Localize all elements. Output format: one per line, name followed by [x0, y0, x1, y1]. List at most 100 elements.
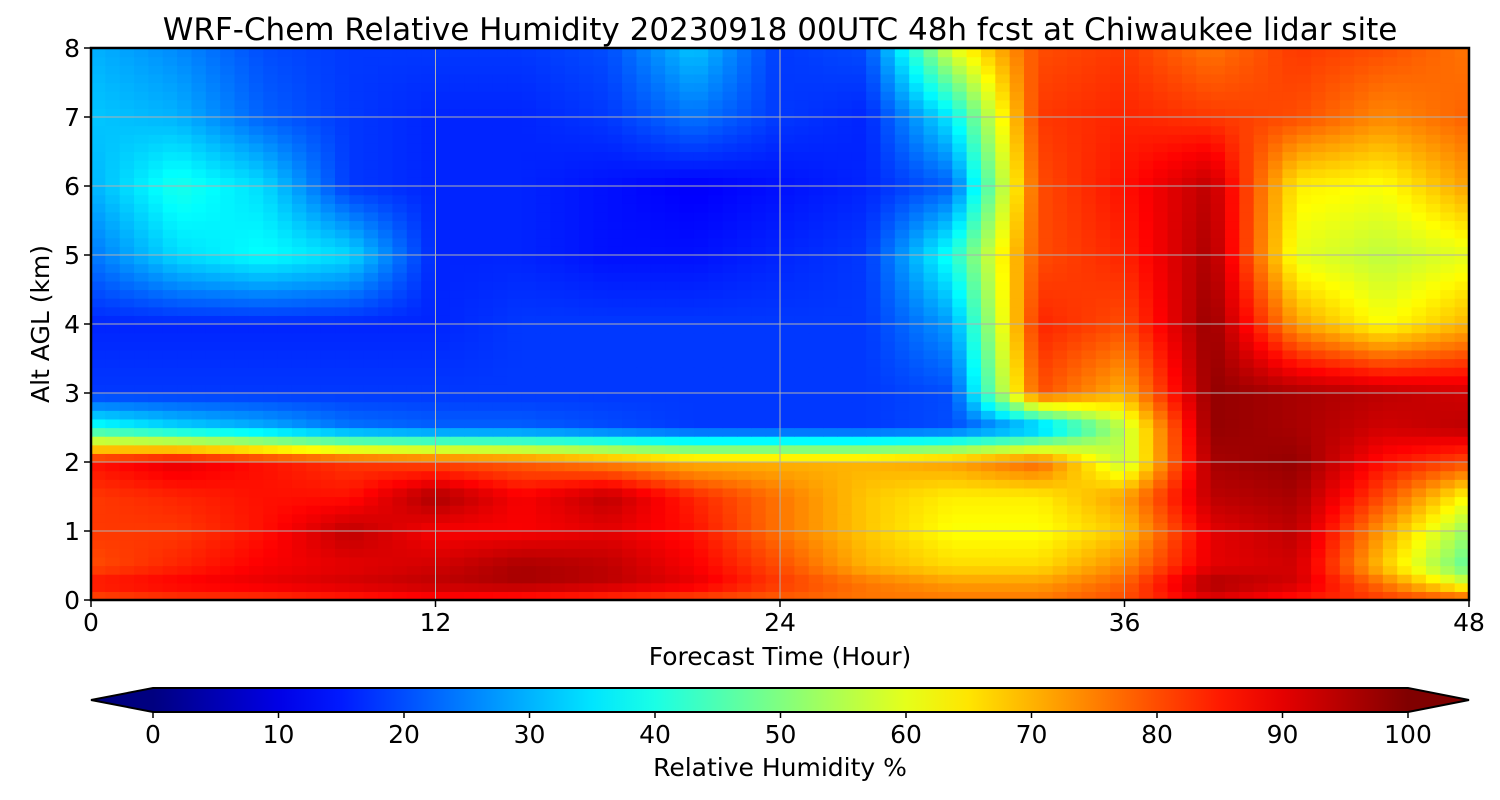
heatmap-cell — [205, 427, 221, 437]
heatmap-cell — [521, 565, 537, 575]
heatmap-cell — [406, 168, 422, 178]
heatmap-cell — [622, 574, 638, 584]
heatmap-cell — [1397, 341, 1413, 351]
heatmap-cell — [880, 522, 896, 532]
heatmap-cell — [765, 591, 781, 601]
heatmap-cell — [449, 436, 465, 446]
heatmap-cell — [464, 306, 480, 316]
heatmap-cell — [1224, 556, 1240, 567]
heatmap-cell — [1354, 177, 1370, 187]
heatmap-cell — [378, 539, 394, 549]
heatmap-cell — [1067, 384, 1083, 394]
heatmap-cell — [1268, 565, 1283, 575]
heatmap-cell — [622, 280, 638, 291]
heatmap-cell — [421, 315, 437, 325]
heatmap-cell — [1024, 556, 1039, 567]
heatmap-cell — [1110, 272, 1126, 282]
heatmap-cell — [291, 513, 307, 523]
heatmap-cell — [349, 531, 365, 541]
heatmap-cell — [736, 263, 752, 273]
heatmap-cell — [636, 168, 652, 178]
heatmap-cell — [794, 367, 810, 377]
heatmap-cell — [521, 246, 537, 256]
heatmap-cell — [1296, 384, 1312, 394]
heatmap-cell — [521, 211, 537, 222]
heatmap-cell — [622, 401, 638, 411]
heatmap-cell — [119, 289, 135, 299]
heatmap-cell — [636, 444, 652, 454]
heatmap-cell — [765, 255, 781, 265]
heatmap-cell — [1196, 513, 1212, 523]
heatmap-cell — [866, 367, 882, 377]
heatmap-cell — [234, 349, 250, 360]
heatmap-cell — [1440, 272, 1456, 282]
heatmap-cell — [1339, 315, 1355, 325]
heatmap-cell — [564, 453, 580, 463]
heatmap-cell — [851, 255, 867, 265]
heatmap-cell — [1339, 410, 1355, 420]
heatmap-cell — [1110, 574, 1126, 584]
heatmap-cell — [780, 211, 795, 222]
heatmap-cell — [378, 186, 394, 196]
heatmap-cell — [1239, 237, 1255, 247]
heatmap-cell — [966, 229, 982, 239]
heatmap-cell — [1354, 367, 1370, 377]
heatmap-cell — [823, 255, 839, 265]
heatmap-cell — [722, 160, 738, 170]
heatmap-cell — [1138, 315, 1154, 325]
heatmap-cell — [363, 160, 379, 170]
heatmap-cell — [363, 151, 379, 161]
heatmap-cell — [1024, 349, 1039, 360]
heatmap-cell — [579, 289, 594, 299]
heatmap-cell — [622, 211, 638, 222]
heatmap-cell — [1124, 574, 1140, 584]
heatmap-cell — [765, 479, 781, 489]
heatmap-cell — [1124, 410, 1140, 420]
heatmap-cell — [105, 177, 121, 187]
heatmap-cell — [277, 496, 293, 506]
heatmap-cell — [909, 255, 925, 265]
heatmap-cell — [636, 487, 652, 498]
heatmap-cell — [1124, 582, 1140, 592]
heatmap-cell — [1411, 211, 1427, 222]
heatmap-cell — [335, 367, 350, 377]
heatmap-cell — [1239, 220, 1255, 230]
heatmap-cell — [1239, 531, 1255, 541]
heatmap-cell — [794, 237, 810, 247]
heatmap-cell — [421, 427, 437, 437]
heatmap-cell — [622, 582, 638, 592]
heatmap-cell — [665, 246, 681, 256]
heatmap-cell — [607, 548, 623, 558]
heatmap-cell — [923, 418, 939, 429]
heatmap-cell — [1167, 375, 1183, 385]
heatmap-cell — [593, 487, 609, 498]
heatmap-cell — [607, 332, 623, 342]
heatmap-cell — [449, 324, 465, 334]
heatmap-cell — [1382, 513, 1398, 523]
heatmap-cell — [1038, 151, 1054, 161]
heatmap-cell — [966, 177, 982, 187]
heatmap-cell — [693, 427, 709, 437]
heatmap-cell — [363, 505, 379, 515]
heatmap-cell — [1425, 358, 1441, 368]
heatmap-cell — [823, 289, 839, 299]
heatmap-cell — [1454, 531, 1470, 541]
heatmap-cell — [263, 427, 279, 437]
heatmap-cell — [205, 229, 221, 239]
heatmap-cell — [1181, 332, 1197, 342]
heatmap-cell — [507, 168, 523, 178]
heatmap-cell — [277, 444, 293, 454]
heatmap-cell — [205, 289, 221, 299]
heatmap-cell — [1024, 255, 1039, 265]
heatmap-cell — [579, 591, 594, 601]
heatmap-cell — [579, 505, 594, 515]
heatmap-cell — [1239, 556, 1255, 567]
heatmap-cell — [134, 298, 150, 308]
heatmap-cell — [1024, 358, 1039, 368]
heatmap-cell — [1038, 272, 1054, 282]
heatmap-cell — [722, 203, 738, 213]
heatmap-cell — [894, 263, 910, 273]
heatmap-cell — [1282, 194, 1298, 204]
heatmap-cell — [191, 367, 207, 377]
heatmap-cell — [263, 229, 279, 239]
